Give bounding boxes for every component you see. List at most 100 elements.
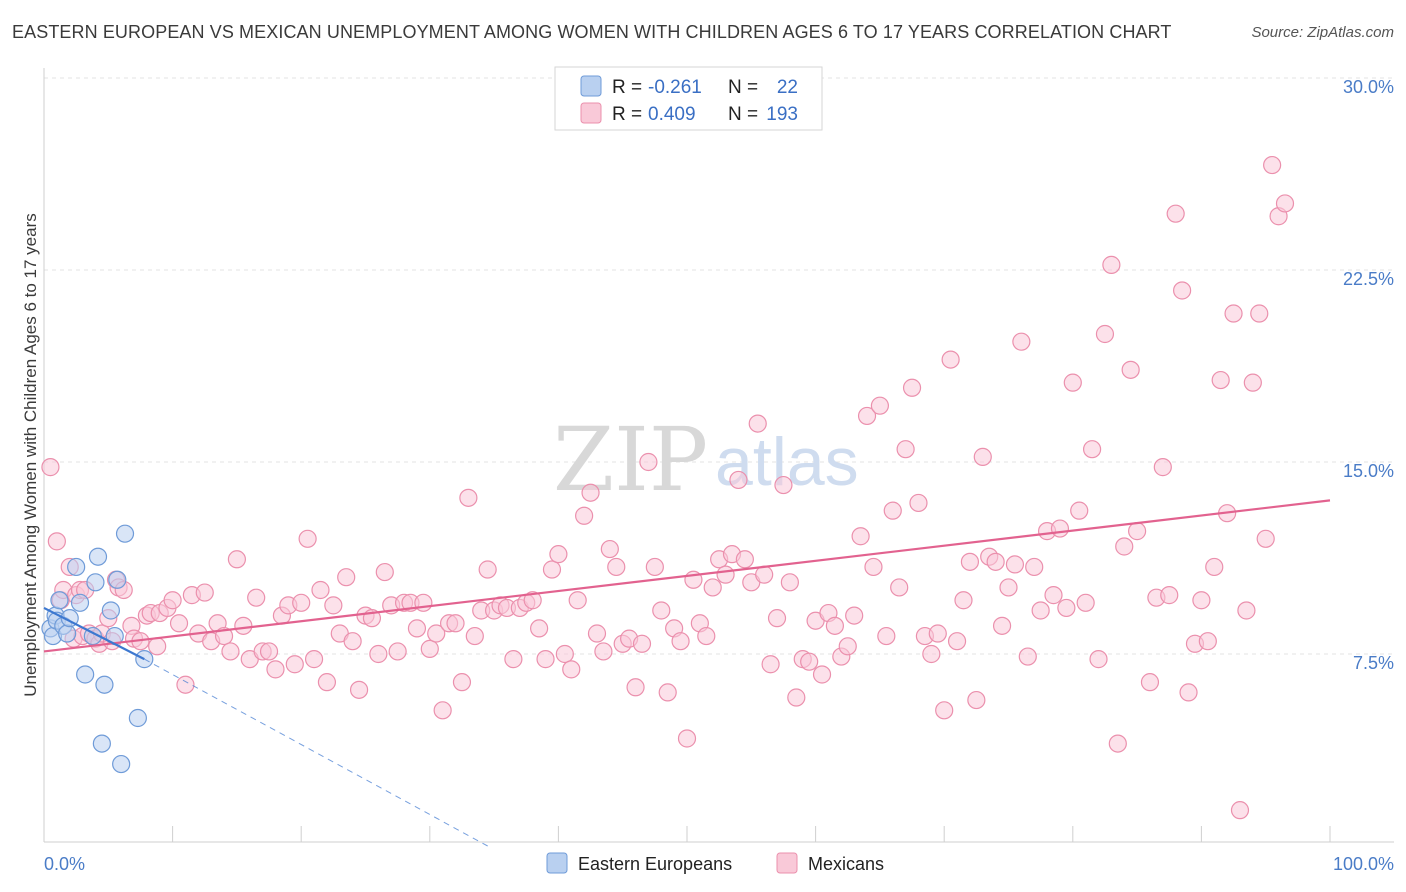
mexican-point	[890, 578, 909, 597]
mexican-point	[343, 632, 362, 651]
mexican-point	[562, 660, 581, 679]
mexican-point	[1095, 324, 1115, 344]
y-tick-label: 22.5%	[1343, 269, 1394, 289]
mexican-trend-line	[43, 499, 1331, 653]
mexican-point	[1082, 440, 1102, 459]
mexican-point	[755, 565, 774, 584]
mexican-point	[1179, 683, 1198, 702]
mexican-point	[1224, 304, 1243, 323]
mexican-point	[221, 642, 240, 661]
mexican-point	[304, 650, 324, 669]
mexican-point	[247, 588, 266, 607]
mexican-point	[677, 729, 697, 748]
mexican-point	[292, 593, 311, 612]
mexican-r-label: R =	[612, 104, 642, 125]
mexican-point	[845, 606, 864, 625]
mexican-point	[658, 683, 677, 702]
mexican-point	[452, 673, 472, 692]
mexican-point	[851, 527, 870, 546]
mexican-point	[992, 616, 1012, 635]
stats-legend: R = -0.261 N = 22 R = 0.409 N = 193	[554, 66, 823, 131]
eastern-n-value: 22	[777, 77, 798, 98]
mexican-point	[1211, 370, 1230, 390]
series-legend: Eastern Europeans Mexicans	[546, 852, 884, 874]
mexican-point	[800, 652, 819, 671]
mexican-point	[420, 639, 439, 658]
mexican-point	[176, 675, 195, 694]
mexican-point	[549, 545, 568, 564]
mexican-point	[1153, 458, 1172, 477]
mexican-point	[973, 447, 992, 466]
eastern-european-point	[115, 524, 135, 543]
chart-title: EASTERN EUROPEAN VS MEXICAN UNEMPLOYMENT…	[12, 22, 1172, 42]
eastern-european-point	[67, 557, 86, 577]
mexican-point	[1275, 194, 1295, 213]
mexican-n-label: N =	[728, 104, 758, 125]
mexican-point	[825, 616, 844, 635]
trend-lines	[43, 499, 1331, 847]
mexican-point	[1031, 601, 1050, 620]
mexican-point	[1102, 255, 1121, 274]
mexican-point	[536, 650, 555, 669]
mexican-point	[41, 458, 60, 477]
mexican-point	[407, 619, 427, 638]
legend-eastern-label: Eastern Europeans	[578, 854, 732, 874]
eastern-n-label: N =	[728, 77, 758, 98]
mexican-point	[697, 626, 716, 646]
mexican-point	[703, 578, 722, 597]
mexican-point	[941, 350, 960, 369]
mexican-point	[1250, 304, 1269, 323]
mexican-point	[902, 378, 922, 397]
mexican-point	[446, 614, 465, 633]
mexican-point	[774, 475, 793, 495]
mexican-point	[266, 660, 285, 679]
y-tick-label: 30.0%	[1343, 77, 1394, 97]
mexican-point	[716, 565, 735, 584]
legend-mexican-label: Mexicans	[808, 854, 884, 874]
mexican-point	[838, 637, 857, 656]
legend-mexican-swatch	[776, 852, 798, 874]
mexican-n-value: 193	[766, 104, 798, 125]
eastern-trend-line	[43, 606, 145, 661]
mexican-point	[922, 644, 941, 664]
eastern-european-point	[95, 675, 114, 694]
eastern-r-label: R =	[612, 77, 642, 98]
mexican-point	[864, 557, 883, 577]
mexican-point	[1160, 586, 1179, 605]
mexican-point	[1012, 332, 1031, 351]
mexican-point	[671, 632, 690, 651]
mexican-point	[285, 655, 304, 674]
mexican-point	[1057, 598, 1076, 618]
mexican-point	[148, 637, 167, 656]
mexican-point	[568, 591, 587, 610]
mexican-point	[812, 665, 832, 684]
mexican-point	[761, 655, 780, 674]
mexican-point	[1044, 586, 1063, 605]
mexican-point	[163, 591, 182, 610]
mexican-point	[1063, 373, 1082, 392]
mexican-point	[1115, 537, 1134, 556]
mexican-point	[1089, 650, 1108, 669]
eastern-european-point	[76, 665, 95, 684]
eastern-european-point	[58, 624, 77, 643]
mexican-point	[639, 452, 658, 472]
eastern-european-point	[88, 547, 108, 566]
mexican-point	[298, 529, 317, 548]
mexican-point	[1025, 557, 1044, 577]
eastern-european-point	[70, 593, 90, 612]
mexican-point	[311, 580, 330, 600]
mexican-point	[1198, 632, 1217, 651]
mexican-point	[530, 619, 549, 638]
mexican-point	[735, 550, 754, 569]
mexican-point	[1050, 519, 1070, 538]
mexican-point	[1127, 522, 1147, 541]
mexican-point	[1173, 281, 1192, 300]
mexican-point	[581, 483, 600, 502]
mexican-point	[575, 506, 594, 525]
mexican-point	[1166, 204, 1185, 223]
mexican-point	[986, 552, 1005, 571]
mexican-point	[1237, 601, 1256, 620]
mexican-point	[375, 562, 394, 582]
eastern-european-point	[108, 570, 127, 589]
